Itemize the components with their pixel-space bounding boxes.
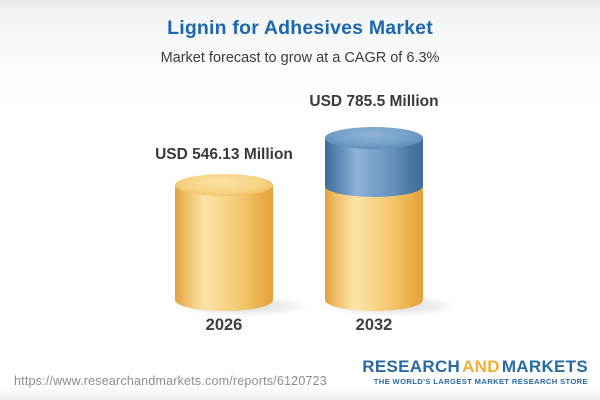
page-subtitle: Market forecast to grow at a CAGR of 6.3…	[160, 50, 440, 66]
bar-2026-cylinder-body	[175, 185, 273, 311]
report-url: https://www.researchandmarkets.com/repor…	[14, 374, 327, 388]
logo-word-research: RESEARCH	[362, 357, 461, 376]
logo-word-and: AND	[462, 357, 500, 376]
logo-wordmark: RESEARCH AND MARKETS	[362, 358, 588, 376]
value-label-2026: USD 546.13 Million	[155, 146, 293, 163]
value-label-2032: USD 785.5 Million	[309, 93, 439, 110]
page-title: Lignin for Adhesives Market	[167, 17, 433, 39]
logo-tagline: THE WORLD'S LARGEST MARKET RESEARCH STOR…	[373, 377, 588, 386]
year-label-2032: 2032	[355, 316, 393, 334]
year-label-2026: 2026	[205, 316, 243, 334]
bar-2026-cylinder-top	[175, 174, 273, 196]
research-and-markets-logo: RESEARCH AND MARKETS THE WORLD'S LARGEST M…	[362, 358, 588, 387]
logo-word-markets: MARKETS	[501, 357, 588, 376]
bar-2032-cylinder-top	[325, 127, 423, 149]
bar-2032-base-segment	[325, 186, 423, 311]
